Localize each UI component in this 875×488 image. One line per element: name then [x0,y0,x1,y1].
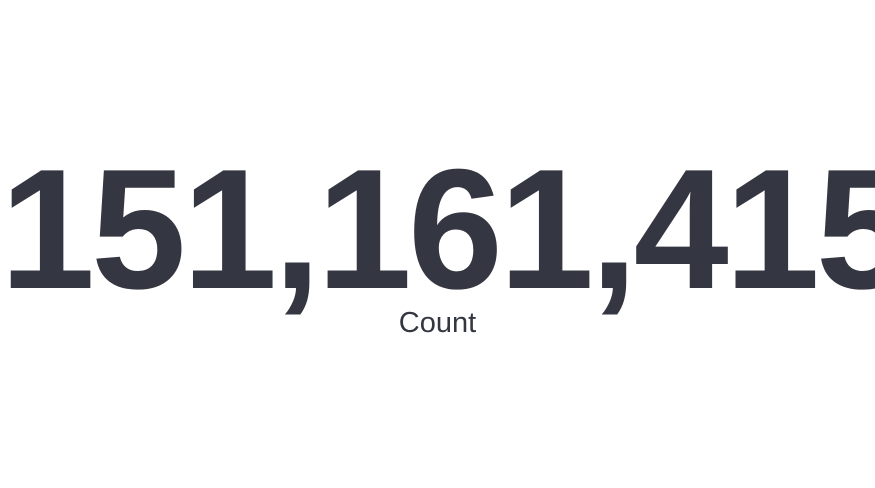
metric-value: 151,161,415 [0,134,875,325]
metric-label: Count [398,307,477,339]
